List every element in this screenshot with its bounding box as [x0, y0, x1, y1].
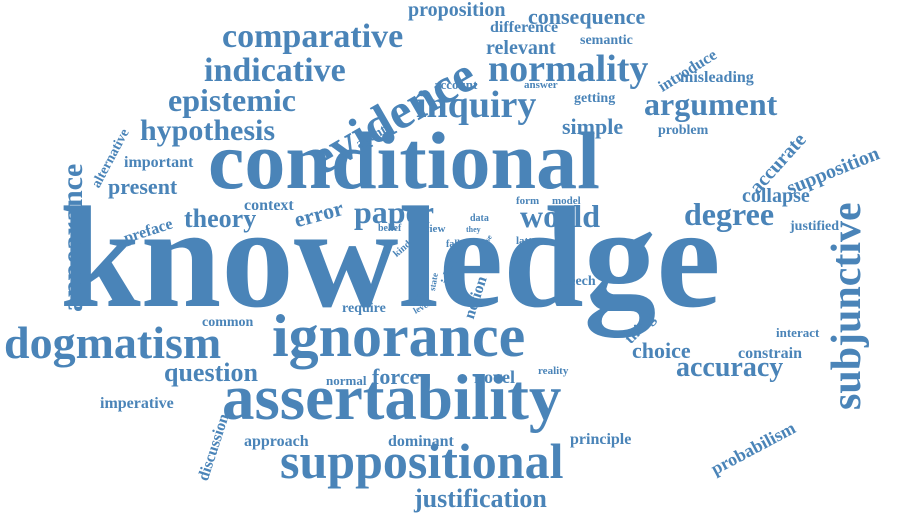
word-belief: belief: [378, 223, 402, 234]
word-novel: novel: [474, 367, 516, 387]
word-fall: fall: [446, 239, 460, 250]
word-probabilism: probabilism: [707, 417, 799, 479]
word-view: view: [424, 223, 446, 235]
word-simple: simple: [562, 114, 624, 139]
word-paper: paper: [354, 194, 434, 230]
word-they: they: [466, 225, 481, 234]
word-problem: problem: [658, 123, 709, 138]
word-account: account: [434, 77, 478, 92]
word-misleading: misleading: [680, 69, 754, 86]
word-semantic: semantic: [580, 33, 633, 48]
word-proposition: proposition: [408, 0, 506, 21]
word-constrain: constrain: [738, 345, 802, 362]
word-model: model: [552, 195, 581, 207]
word-inquiry: inquiry: [416, 84, 537, 126]
word-difference: difference: [490, 19, 559, 36]
word-conditional: conditional: [208, 115, 600, 206]
word-knowledge: knowledge: [60, 178, 721, 338]
word-dominant: dominant: [388, 433, 454, 450]
word-choice: choice: [632, 338, 691, 363]
word-imperative: imperative: [100, 395, 174, 412]
word-normality: normality: [488, 48, 649, 90]
word-accuracy: accuracy: [676, 352, 784, 383]
word-getting: getting: [574, 91, 616, 106]
word-epistemic: epistemic: [168, 82, 296, 118]
word-latter: latter: [516, 235, 542, 247]
word-present: present: [108, 174, 178, 199]
word-interact: interact: [776, 325, 820, 340]
word-normal: normal: [326, 373, 367, 388]
word-justified: justified: [790, 219, 839, 234]
word-collapse: collapse: [742, 185, 810, 207]
word-force: force: [372, 364, 420, 389]
word-principle: principle: [570, 431, 632, 448]
word-theory: theory: [184, 204, 257, 233]
word-approach: approach: [244, 433, 309, 450]
word-relevant: relevant: [486, 37, 556, 59]
word-comparative: comparative: [222, 18, 404, 55]
word-appearance: appearance: [56, 163, 89, 312]
word-answer: answer: [524, 79, 558, 91]
word-common: common: [202, 315, 254, 330]
word-free: free: [516, 253, 531, 263]
word-form: form: [516, 195, 540, 207]
word-indicative: indicative: [204, 52, 346, 89]
word-require: require: [342, 301, 386, 316]
word-assertability: assertability: [222, 362, 562, 434]
word-argument: argument: [644, 86, 778, 122]
word-justification: justification: [414, 484, 547, 513]
word-speech: speech: [556, 274, 596, 289]
word-discussion: discussion: [195, 411, 233, 483]
word-world: world: [520, 198, 600, 234]
word-context: context: [244, 197, 294, 214]
word-dogmatism: dogmatism: [4, 317, 222, 368]
word-data: data: [470, 213, 489, 224]
word-important: important: [124, 154, 194, 171]
word-reality: reality: [538, 365, 569, 377]
word-question: question: [164, 358, 258, 387]
word-degree: degree: [684, 196, 775, 232]
word-ignorance: ignorance: [272, 303, 526, 369]
word-hypothesis: hypothesis: [140, 114, 276, 147]
word-suppositional: suppositional: [280, 433, 564, 489]
word-consequence: consequence: [528, 4, 646, 29]
